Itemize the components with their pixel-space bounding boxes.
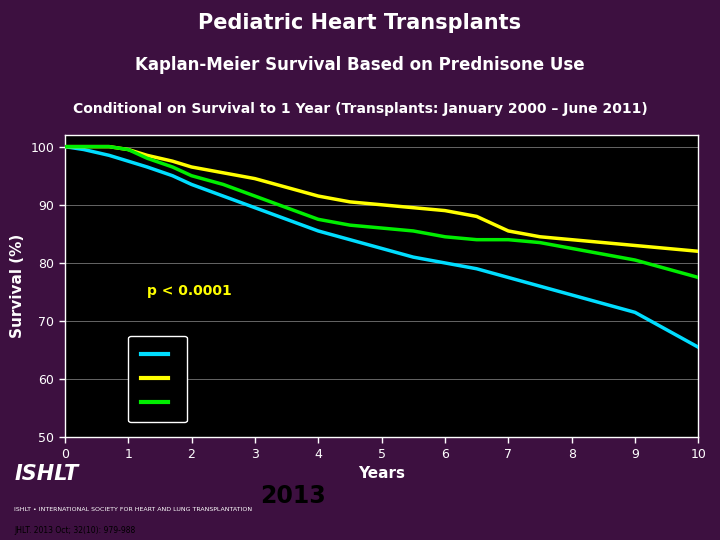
- Text: p < 0.0001: p < 0.0001: [147, 284, 232, 298]
- Text: Pediatric Heart Transplants: Pediatric Heart Transplants: [199, 14, 521, 33]
- Text: Kaplan-Meier Survival Based on Prednisone Use: Kaplan-Meier Survival Based on Prednison…: [135, 56, 585, 74]
- Text: ISHLT • INTERNATIONAL SOCIETY FOR HEART AND LUNG TRANSPLANTATION: ISHLT • INTERNATIONAL SOCIETY FOR HEART …: [14, 507, 253, 512]
- Text: Conditional on Survival to 1 Year (Transplants: January 2000 – June 2011): Conditional on Survival to 1 Year (Trans…: [73, 102, 647, 116]
- Legend: , , : , ,: [128, 335, 186, 422]
- Y-axis label: Survival (%): Survival (%): [10, 234, 25, 339]
- X-axis label: Years: Years: [358, 467, 405, 481]
- Text: 2013: 2013: [261, 484, 326, 508]
- Text: ISHLT: ISHLT: [14, 464, 78, 484]
- Text: JHLT. 2013 Oct; 32(10): 979-988: JHLT. 2013 Oct; 32(10): 979-988: [14, 526, 135, 535]
